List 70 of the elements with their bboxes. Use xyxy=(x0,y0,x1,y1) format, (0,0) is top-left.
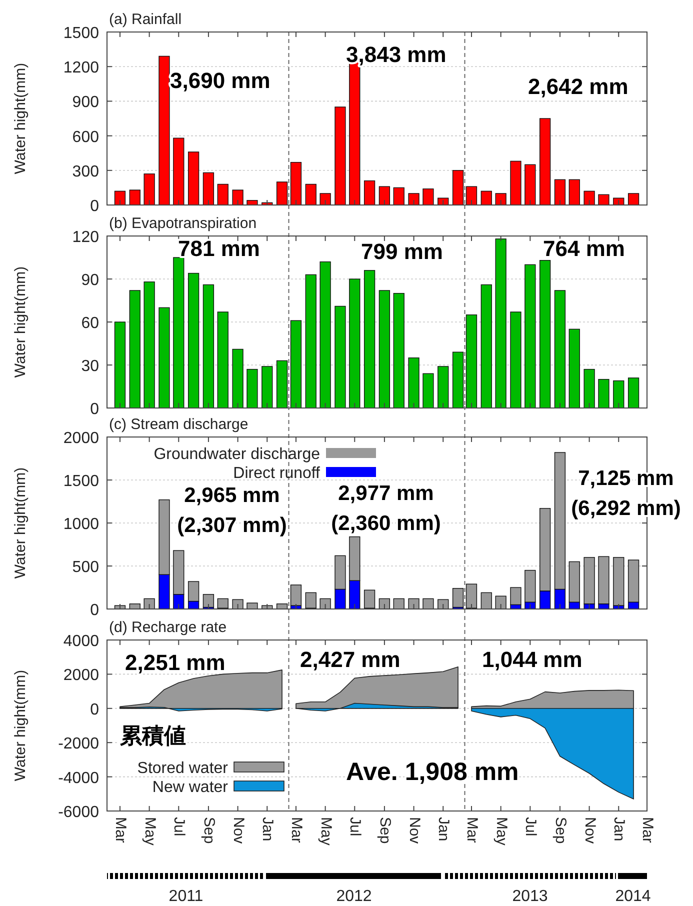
y-tick-label: 1200 xyxy=(63,60,100,77)
y-axis-title: Water hight(mm) xyxy=(12,266,29,378)
y-axis-title: Water hight(mm) xyxy=(12,670,29,782)
chart-title: (d) Recharge rate xyxy=(109,619,227,636)
annotation: 2,965 mm (2,307 mm) xyxy=(177,484,287,537)
x-tick-label: Mar xyxy=(288,817,306,843)
y-tick-label: 300 xyxy=(72,163,100,180)
x-tick-label: Jul xyxy=(170,817,188,836)
x-tick-label: Jan xyxy=(435,817,452,842)
x-tick-label: Jan xyxy=(259,817,276,842)
y-tick-label: 0 xyxy=(90,198,100,215)
y-axis-title: Water hight(mm) xyxy=(12,467,29,579)
x-tick-label: Sep xyxy=(376,817,394,844)
chart-title: (a) Rainfall xyxy=(109,11,182,28)
annotation: 764 mm xyxy=(543,236,625,261)
y-tick-label: 2000 xyxy=(63,667,100,684)
legend-label: New water xyxy=(152,779,229,796)
y-axis-title: Water hight(mm) xyxy=(12,62,29,174)
x-tick-label: Mar xyxy=(112,817,130,843)
text: 2012 xyxy=(336,888,372,905)
x-tick-label: Mar xyxy=(464,817,481,843)
y-tick-label: 90 xyxy=(81,272,100,289)
annotation: 2,427 mm xyxy=(300,647,400,672)
x-tick-label: Nov xyxy=(581,817,598,844)
x-tick-label: May xyxy=(317,817,334,846)
x-tick-label: Sep xyxy=(552,817,569,844)
x-tick-label: Jul xyxy=(522,817,540,836)
x-tick-label: Nov xyxy=(406,817,423,844)
x-tick-label: Sep xyxy=(200,817,218,844)
y-tick-label: 0 xyxy=(90,401,100,418)
y-tick-label: 900 xyxy=(72,94,100,112)
y-tick-label: -2000 xyxy=(58,736,100,753)
y-tick-label: 2000 xyxy=(63,430,100,447)
annotation: 2,642 mm xyxy=(528,74,628,99)
x-tick-label: May xyxy=(141,817,158,846)
legend-label: Direct runoff xyxy=(233,465,321,482)
legend-label: Stored water xyxy=(137,760,229,777)
y-tick-label: 1500 xyxy=(63,25,100,42)
chart-title: (b) Evapotranspiration xyxy=(109,215,257,232)
annotation: 2,251 mm xyxy=(125,650,226,675)
y-tick-label: 600 xyxy=(72,128,100,146)
y-tick-label: 0 xyxy=(90,602,100,619)
text: 2014 xyxy=(615,888,651,905)
chart-title: (c) Stream discharge xyxy=(109,416,248,433)
annotation: 799 mm xyxy=(361,239,443,264)
y-tick-label: 1000 xyxy=(63,516,100,533)
y-tick-label: -6000 xyxy=(58,804,100,821)
x-tick-label: Nov xyxy=(230,817,247,844)
y-tick-label: 60 xyxy=(81,315,100,332)
y-tick-label: 0 xyxy=(90,701,100,718)
y-tick-label: 30 xyxy=(81,358,100,375)
text: 2013 xyxy=(512,888,548,905)
annotation: 1,044 mm xyxy=(482,647,582,672)
y-tick-label: 4000 xyxy=(63,633,100,650)
annotation: Ave. 1,908 mm xyxy=(346,758,519,786)
x-tick-label: Mar xyxy=(639,817,656,843)
y-tick-label: 500 xyxy=(72,559,100,576)
annotation: 3,843 mm xyxy=(346,42,446,67)
x-tick-label: Jan xyxy=(610,817,628,842)
text: 2011 xyxy=(168,888,204,905)
annotation: 3,690 mm xyxy=(170,68,270,93)
y-tick-label: -4000 xyxy=(58,770,100,787)
annotation: 2,977 mm (2,360 mm) xyxy=(331,482,441,535)
legend-label: Groundwater discharge xyxy=(154,446,320,463)
y-tick-label: 120 xyxy=(72,229,100,246)
x-tick-label: Jul xyxy=(346,817,364,836)
x-tick-label: May xyxy=(492,817,510,846)
annotation: 781 mm xyxy=(178,236,260,261)
annotation: 累積値 xyxy=(119,723,186,748)
y-tick-label: 1500 xyxy=(63,473,100,490)
